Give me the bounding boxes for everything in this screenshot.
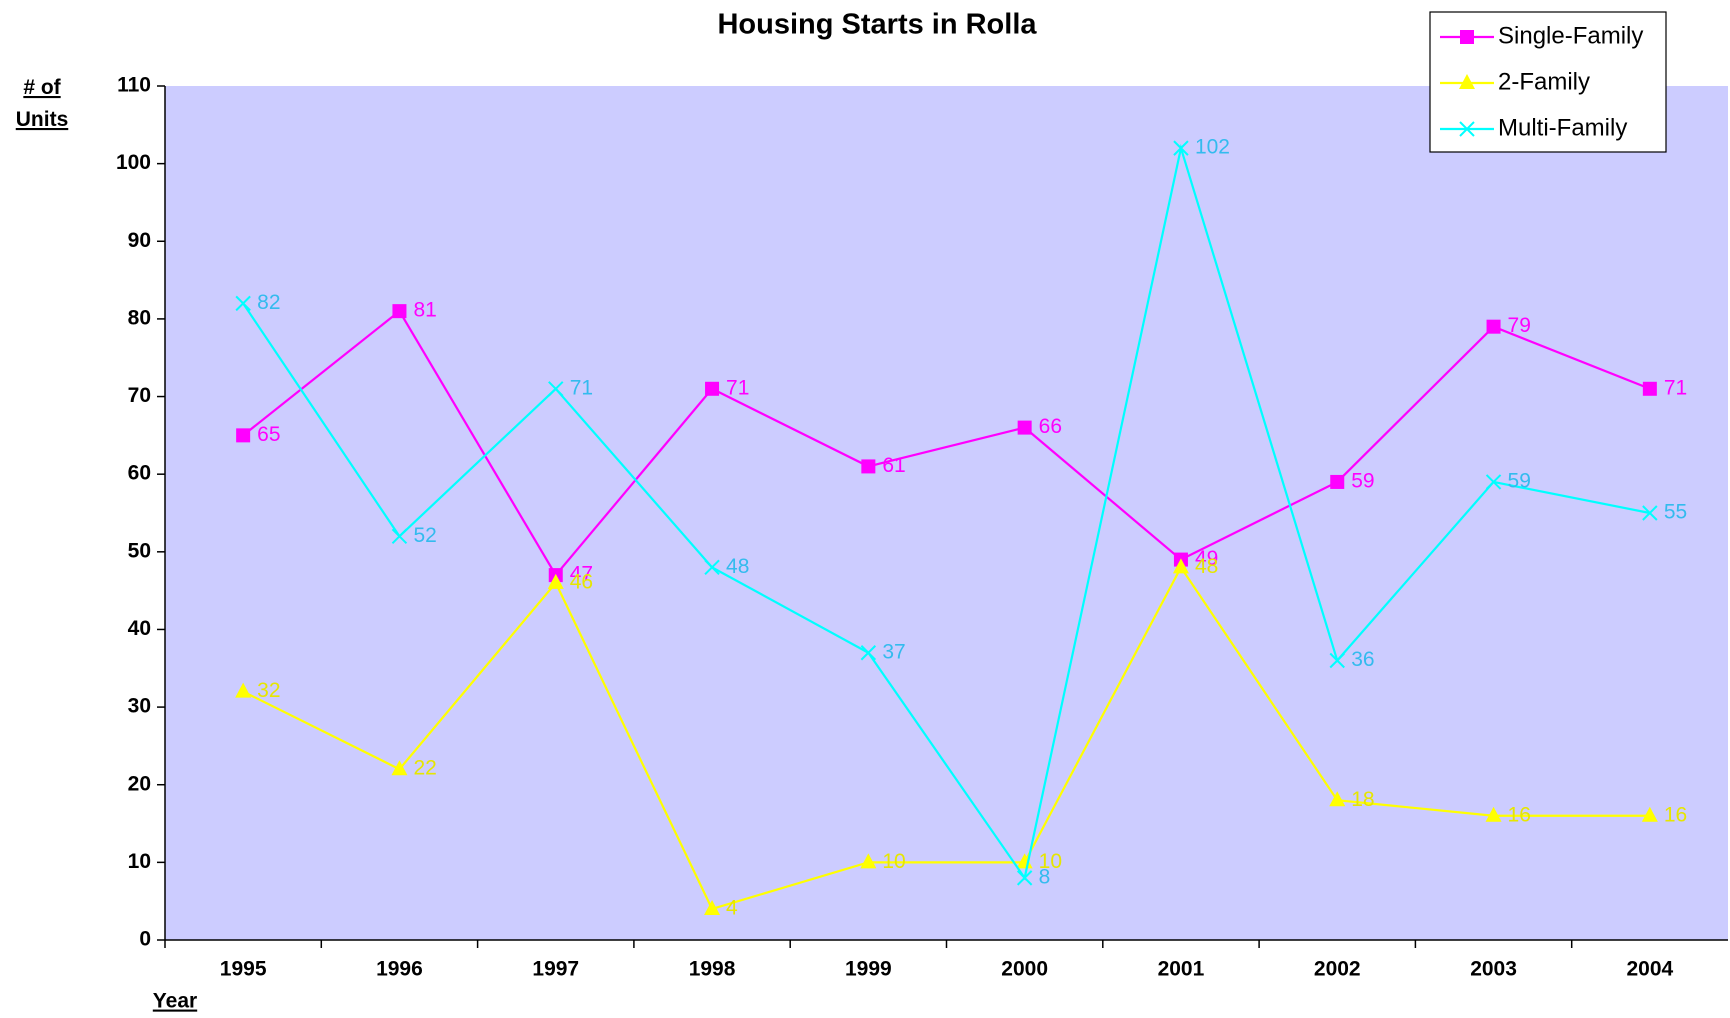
- x-tick-label: 1995: [220, 958, 267, 981]
- marker: [1016, 853, 1033, 869]
- data-label: 61: [882, 454, 905, 477]
- marker: [1017, 420, 1032, 435]
- y-tick-label: 90: [128, 229, 151, 252]
- data-label: 16: [1508, 803, 1531, 826]
- marker: [236, 428, 251, 443]
- y-tick-label: 0: [139, 928, 151, 951]
- marker: [704, 559, 720, 576]
- data-label: 10: [1039, 850, 1062, 873]
- x-tick-label: 1999: [845, 958, 892, 981]
- chart-title: Housing Starts in Rolla: [717, 9, 1037, 41]
- marker: [1329, 652, 1345, 669]
- x-tick-label: 2001: [1158, 958, 1205, 981]
- data-label: 79: [1508, 314, 1531, 337]
- y-tick-label: 30: [128, 695, 151, 718]
- data-label: 10: [882, 850, 905, 873]
- marker: [1485, 806, 1502, 822]
- data-label: 102: [1195, 136, 1230, 159]
- series-line: [242, 565, 1650, 911]
- data-label: 59: [1508, 469, 1531, 492]
- marker: [705, 381, 720, 396]
- marker: [860, 645, 877, 661]
- marker: [1485, 474, 1502, 490]
- data-label: 52: [413, 524, 436, 547]
- series: 65 81 47 71 61 66 49 59 79 71: [236, 299, 1687, 586]
- data-label: 82: [257, 291, 280, 314]
- data-label: 48: [1195, 555, 1218, 578]
- series: 82 52 71 48 37 8 102 36 59 55: [235, 136, 1687, 888]
- marker: [861, 459, 876, 474]
- y-tick-label: 10: [128, 850, 151, 873]
- marker: [392, 304, 407, 319]
- data-label: 48: [726, 555, 749, 578]
- data-label: 32: [257, 679, 280, 702]
- marker: [1642, 381, 1657, 396]
- legend-label: Multi-Family: [1498, 114, 1627, 141]
- data-label: 71: [1664, 376, 1687, 399]
- marker: [1329, 791, 1346, 807]
- data-label: 37: [882, 640, 905, 663]
- marker: [235, 682, 252, 698]
- data-label: 81: [413, 299, 436, 322]
- marker: [704, 899, 721, 915]
- y-tick-label: 40: [128, 617, 151, 640]
- data-label: 59: [1351, 469, 1374, 492]
- x-tick-label: 2002: [1314, 958, 1361, 981]
- marker: [1173, 140, 1189, 156]
- marker: [548, 381, 564, 397]
- marker: [547, 573, 564, 589]
- x-tick-label: 2000: [1001, 958, 1048, 981]
- y-axis-label: # of Units: [16, 76, 69, 131]
- x-tick-label: 2004: [1626, 958, 1673, 981]
- data-label: 55: [1664, 501, 1687, 524]
- series-line: [242, 143, 1651, 881]
- marker: [1642, 505, 1658, 521]
- marker: [1459, 74, 1475, 89]
- marker: [391, 760, 408, 776]
- series: 32 22 46 4 10 10 48 18 16 16: [235, 555, 1687, 919]
- y-tick-label: 70: [128, 384, 151, 407]
- data-label: 22: [413, 757, 436, 780]
- marker: [1016, 870, 1033, 886]
- data-label: 46: [570, 570, 593, 593]
- marker: [1486, 319, 1501, 334]
- data-label: 49: [1195, 547, 1218, 570]
- marker: [860, 853, 877, 869]
- marker: [1172, 558, 1189, 574]
- y-tick-label: 60: [128, 462, 151, 485]
- legend-label: Single-Family: [1498, 22, 1643, 49]
- x-tick-label: 2003: [1470, 958, 1517, 981]
- data-label: 36: [1351, 648, 1374, 671]
- data-label: 71: [570, 376, 593, 399]
- y-tick-label: 80: [128, 306, 151, 329]
- x-tick-label: 1996: [376, 958, 423, 981]
- x-tick-label: 1998: [689, 958, 736, 981]
- x-tick-label: 1997: [532, 958, 579, 981]
- y-tick-label: 110: [117, 74, 151, 97]
- data-label: 16: [1664, 803, 1687, 826]
- marker: [1330, 474, 1345, 489]
- data-label: 65: [257, 423, 280, 446]
- series-line: [242, 309, 1651, 578]
- data-label: 4: [726, 896, 738, 919]
- marker: [1641, 806, 1658, 822]
- y-tick-label: 100: [116, 151, 151, 174]
- marker: [1459, 121, 1475, 137]
- y-tick-label: 20: [128, 772, 151, 795]
- marker: [1460, 30, 1474, 44]
- data-label: 47: [570, 563, 593, 586]
- data-label: 66: [1039, 415, 1062, 438]
- marker: [235, 295, 251, 312]
- x-axis-label: Year: [153, 990, 197, 1013]
- legend-label: 2-Family: [1498, 68, 1590, 95]
- y-tick-label: 50: [128, 539, 151, 562]
- data-label: 8: [1039, 865, 1051, 888]
- data-label: 18: [1351, 788, 1374, 811]
- marker: [391, 528, 408, 544]
- data-label: 71: [726, 376, 749, 399]
